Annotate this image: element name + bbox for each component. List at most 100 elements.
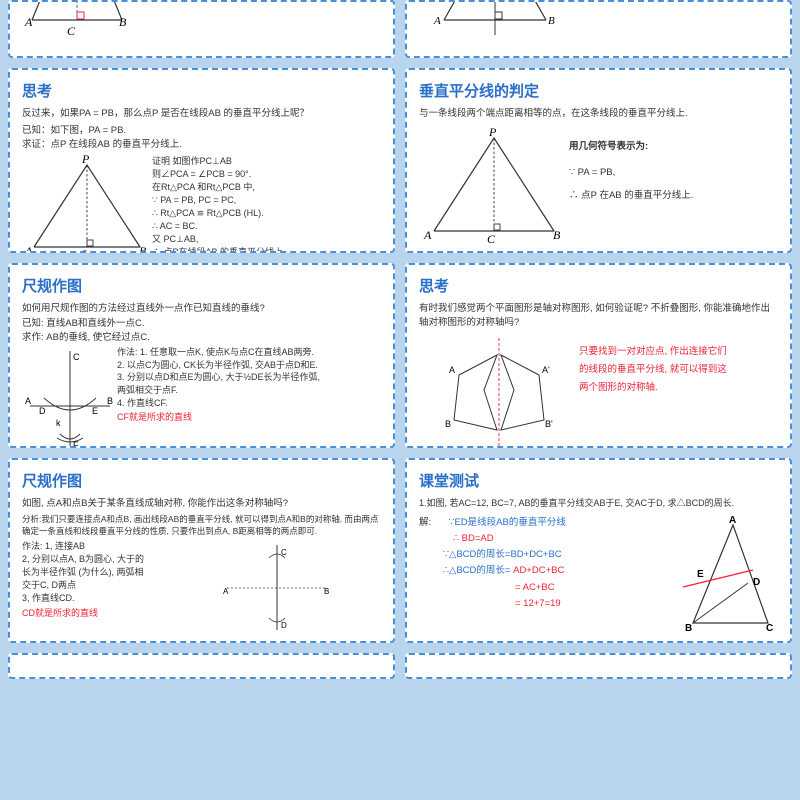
triangle-proof-figure: A B P C [22, 155, 152, 253]
want-text: 求作: AB的垂线, 使它经过点C. [22, 331, 381, 346]
sym-line: ∴ 点P 在AB 的垂直平分线上. [569, 189, 778, 204]
card-top-right: A B P N ∴点P在线段AB的垂直平分线上 PA = PB [405, 0, 792, 58]
card-sikao-1: 思考 反过来，如果PA = PB，那么点P 是否在线段AB 的垂直平分线上呢？ … [8, 68, 395, 253]
card-title: 垂直平分线的判定 [419, 80, 778, 101]
sol-line: ∵ED是线段AB的垂直平分线 [448, 517, 565, 528]
svg-text:A: A [25, 396, 31, 406]
bisector-construction-figure: A B C D [212, 540, 342, 635]
svg-text:B: B [445, 419, 451, 429]
lead-text: 如何用尺规作图的方法经过直线外一点作已知直线的垂线? [22, 302, 381, 317]
result-text: CD就是所求的直线 [22, 607, 212, 620]
step: 3, 作直线CD. [22, 592, 212, 605]
perpendicular-construction-figure: C A B D E k F [22, 346, 117, 448]
sol-line: = 12+7=19 [419, 596, 673, 612]
proof-line: 在Rt△PCA 和Rt△PCB 中, [152, 181, 381, 194]
card-test: 课堂测试 1.如图, 若AC=12, BC=7, AB的垂直平分线交AB于E, … [405, 458, 792, 643]
card-title: 尺规作图 [22, 275, 381, 296]
question-text: 1.如图, 若AC=12, BC=7, AB的垂直平分线交AB于E, 交AC于D… [419, 497, 778, 511]
step: 3. 分别以点D和点E为圆心, 大于½DE长为半径作弧, [117, 371, 381, 384]
sym-line: ∵ PA = PB, [569, 166, 778, 181]
pentagon-symmetry-figure: A A' B B' [419, 335, 579, 449]
sol-line: ∵△BCD的周长=BD+DC+BC [419, 547, 673, 563]
slide-grid: A B P C ∠PCA = ∠PCB. 又 AC = CB, PC = PC,… [0, 0, 800, 679]
card-sikao-2: 思考 有时我们感觉两个平面图形是轴对称图形, 如何验证呢? 不折叠图形, 你能准… [405, 263, 792, 448]
proof-line: ∴ Rt△PCA ≌ Rt△PCB (HL). [152, 207, 381, 220]
svg-text:A: A [423, 228, 432, 242]
svg-text:C: C [67, 24, 76, 37]
svg-text:D: D [281, 621, 287, 630]
ans-line: 只要找到一对对应点, 作出连接它们 [579, 343, 778, 361]
given-text: 已知: 直线AB和直线外一点C. [22, 317, 381, 332]
svg-text:A': A' [542, 365, 550, 375]
card-title: 思考 [419, 275, 778, 296]
card-top-left: A B P C ∠PCA = ∠PCB. 又 AC = CB, PC = PC,… [8, 0, 395, 58]
svg-text:C: C [79, 247, 88, 253]
triangle-bcd-figure: A B C D E [673, 515, 778, 635]
step: 2, 分别以点A, B为圆心, 大于的 [22, 553, 212, 566]
prove-text: 求证：点P 在线段AB 的垂直平分线上. [22, 138, 381, 153]
svg-text:A: A [24, 15, 33, 29]
card-chigui-1: 尺规作图 如何用尺规作图的方法经过直线外一点作已知直线的垂线? 已知: 直线AB… [8, 263, 395, 448]
svg-text:F: F [73, 440, 79, 448]
step: 作法: 1. 任意取一点K, 使点K与点C在直线AB两旁. [117, 346, 381, 359]
triangle-pcb-figure: A B P C [22, 0, 132, 37]
svg-text:A: A [24, 244, 33, 253]
lead-text: 有时我们感觉两个平面图形是轴对称图形, 如何验证呢? 不折叠图形, 你能准确地作… [419, 302, 778, 331]
result-text: CF就是所求的直线 [117, 411, 381, 424]
step: 交于C, D两点 [22, 579, 212, 592]
proof-line: ∴ 点P在线段AB 的垂直平分线上 [152, 246, 381, 253]
svg-text:D: D [39, 406, 46, 416]
step: 两弧相交于点F. [117, 384, 381, 397]
step: 作法: 1, 连接AB [22, 540, 212, 553]
ans-line: 两个图形的对称轴. [579, 379, 778, 397]
svg-text:C: C [487, 232, 496, 246]
lead-text: 反过来，如果PA = PB，那么点P 是否在线段AB 的垂直平分线上呢？ [22, 107, 381, 122]
svg-text:B: B [548, 15, 555, 27]
svg-text:B: B [119, 15, 127, 29]
sol-label: 解: [419, 517, 431, 528]
proof-line: 又 PC⊥AB, [152, 233, 381, 246]
sol-line: ∴ BD=AD [419, 531, 673, 547]
proof-line: ∵ PA = PB, PC = PC, [152, 194, 381, 207]
card-title: 课堂测试 [419, 470, 778, 491]
proof-line: ∴ AC = BC. [152, 220, 381, 233]
sub-text: 分析:我们只要连接点A和点B, 画出线段AB的垂直平分线, 就可以得到点A和B的… [22, 514, 381, 538]
proof-line: 证明 如图作PC⊥AB [152, 155, 381, 168]
card-title: 尺规作图 [22, 470, 381, 491]
svg-text:B: B [139, 244, 147, 253]
svg-text:D: D [753, 577, 760, 588]
svg-text:B: B [107, 396, 113, 406]
svg-text:C: C [281, 548, 287, 557]
svg-text:A: A [449, 365, 455, 375]
svg-text:E: E [697, 569, 704, 580]
sol-line: = AC+BC [419, 580, 673, 596]
card-chigui-2: 尺规作图 如图, 点A和点B关于某条直线成轴对称, 你能作出这条对称轴吗? 分析… [8, 458, 395, 643]
card-cut-right [405, 653, 792, 679]
step: 4. 作直线CF. [117, 397, 381, 410]
given-text: 已知：如下图，PA = PB. [22, 124, 381, 139]
subhead: 用几何符号表示为: [569, 140, 778, 155]
svg-text:B: B [553, 228, 561, 242]
svg-text:B': B' [545, 419, 553, 429]
svg-text:P: P [81, 155, 90, 166]
svg-text:B: B [685, 623, 692, 634]
svg-text:C: C [766, 623, 773, 634]
card-cut-left [8, 653, 395, 679]
svg-text:E: E [92, 406, 98, 416]
proof-line: 则∠PCA = ∠PCB = 90°. [152, 168, 381, 181]
card-panding: 垂直平分线的判定 与一条线段两个端点距离相等的点，在这条线段的垂直平分线上. A… [405, 68, 792, 253]
step: 长为半径作弧 (为什么), 两弧相 [22, 566, 212, 579]
lead-text: 与一条线段两个端点距离相等的点，在这条线段的垂直平分线上. [419, 107, 778, 122]
svg-text:B: B [324, 587, 329, 596]
ans-line: 的线段的垂直平分线, 就可以得到这 [579, 361, 778, 379]
svg-text:P: P [488, 126, 497, 139]
step: 2. 以点C为圆心, CK长为半径作弧, 交AB于点D和E. [117, 359, 381, 372]
lead-text: 如图, 点A和点B关于某条直线成轴对称, 你能作出这条对称轴吗? [22, 497, 381, 512]
triangle-pn-figure: A B P N [419, 0, 569, 37]
svg-text:C: C [73, 352, 80, 362]
proof-line: PA = PB [575, 0, 778, 5]
triangle-acb-figure: A B P C [419, 126, 569, 246]
svg-text:A: A [433, 15, 441, 27]
svg-text:A: A [729, 515, 736, 526]
card-title: 思考 [22, 80, 381, 101]
